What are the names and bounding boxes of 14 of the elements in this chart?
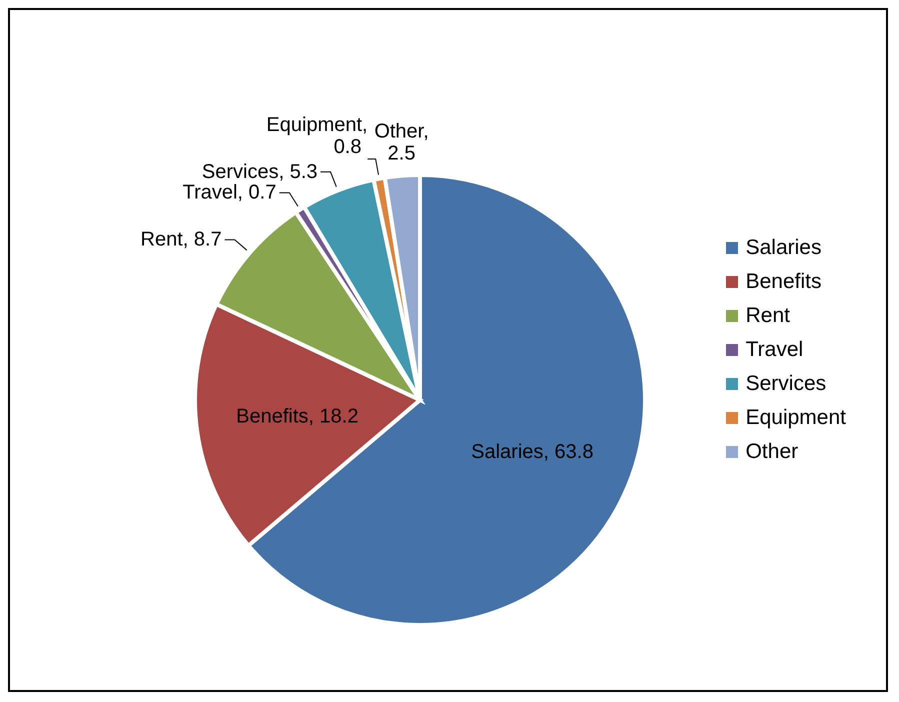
- legend-label: Benefits: [746, 270, 822, 294]
- legend-label: Salaries: [746, 236, 822, 260]
- legend-label: Travel: [746, 338, 804, 362]
- legend-label: Other: [746, 440, 798, 464]
- legend-label: Services: [746, 372, 826, 396]
- data-label: Travel, 0.7: [182, 182, 276, 204]
- data-label: Rent, 8.7: [140, 228, 222, 251]
- data-label: Other, 2.5: [374, 120, 429, 165]
- legend-label: Rent: [746, 304, 790, 328]
- data-label: Salaries, 63.8: [471, 440, 594, 463]
- data-label: Services, 5.3: [202, 160, 318, 183]
- data-label: Equipment, 0.8: [266, 114, 368, 158]
- legend-label: Equipment: [746, 406, 846, 430]
- data-label: Benefits, 18.2: [236, 405, 358, 428]
